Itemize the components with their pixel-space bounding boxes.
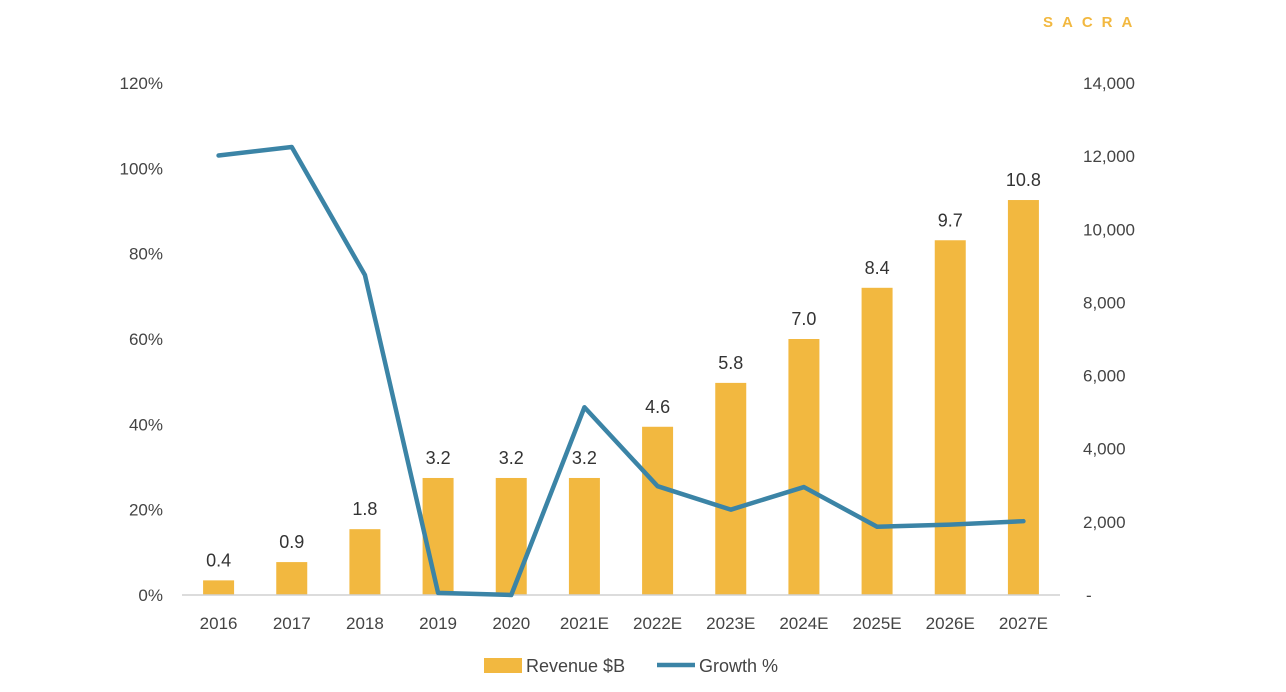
- revenue-bar: [422, 477, 454, 595]
- x-tick-label: 2024E: [779, 614, 828, 633]
- revenue-bar: [861, 287, 893, 595]
- bar-data-label: 7.0: [791, 309, 816, 329]
- x-tick-label: 2026E: [926, 614, 975, 633]
- growth-line-series: [216, 144, 1026, 598]
- right-tick-label: 4,000: [1083, 440, 1126, 459]
- bar-data-label: 3.2: [499, 448, 524, 468]
- revenue-bars: [203, 200, 1039, 595]
- revenue-bar: [203, 580, 235, 595]
- x-tick-label: 2016: [200, 614, 238, 633]
- left-tick-label: 0%: [138, 586, 163, 605]
- legend-swatch-revenue: [484, 658, 522, 673]
- x-tick-label: 2027E: [999, 614, 1048, 633]
- right-tick-label: -: [1086, 586, 1092, 605]
- revenue-bar: [276, 562, 308, 595]
- x-axis: 2016 2017 2018 2019 2020 2021E 2022E 2023E 2024E…: [200, 614, 1048, 633]
- revenue-bar: [568, 477, 600, 595]
- left-tick-label: 40%: [129, 415, 163, 434]
- bar-data-label: 9.7: [938, 210, 963, 230]
- left-axis: 0% 20% 40% 60% 80% 100% 120%: [120, 74, 163, 605]
- revenue-bar: [349, 529, 381, 595]
- x-tick-label: 2019: [419, 614, 457, 633]
- x-tick-label: 2017: [273, 614, 311, 633]
- x-tick-label: 2022E: [633, 614, 682, 633]
- revenue-bar: [642, 426, 674, 595]
- left-tick-label: 80%: [129, 245, 163, 264]
- revenue-bar: [715, 382, 747, 595]
- revenue-bar: [1007, 200, 1039, 595]
- bar-data-label: 0.9: [279, 532, 304, 552]
- bar-data-label: 3.2: [572, 448, 597, 468]
- brand-logo: SACRA: [1043, 14, 1142, 31]
- legend-label-growth: Growth %: [699, 656, 778, 676]
- left-tick-label: 60%: [129, 330, 163, 349]
- right-tick-label: 6,000: [1083, 367, 1126, 386]
- revenue-bar: [788, 339, 820, 595]
- right-tick-label: 12,000: [1083, 147, 1135, 166]
- right-tick-label: 8,000: [1083, 293, 1126, 312]
- growth-line: [216, 144, 1026, 598]
- bar-data-label: 0.4: [206, 550, 231, 570]
- bar-data-label: 4.6: [645, 397, 670, 417]
- x-tick-label: 2018: [346, 614, 384, 633]
- bar-data-label: 3.2: [426, 448, 451, 468]
- bar-data-labels: 0.4 0.9 1.8 3.2 3.2 3.2 4.6 5.8 7.0 8.4 9.7 10.8: [206, 170, 1041, 570]
- x-tick-label: 2021E: [560, 614, 609, 633]
- legend: Revenue $B Growth %: [484, 656, 778, 676]
- bar-data-label: 8.4: [865, 258, 890, 278]
- right-tick-label: 14,000: [1083, 74, 1135, 93]
- left-tick-label: 100%: [120, 159, 163, 178]
- bar-data-label: 10.8: [1006, 170, 1041, 190]
- right-axis: - 2,000 4,000 6,000 8,000 10,000 12,000 14,000: [1083, 74, 1135, 605]
- revenue-bar: [495, 477, 527, 595]
- x-tick-label: 2025E: [852, 614, 901, 633]
- legend-label-revenue: Revenue $B: [526, 656, 625, 676]
- right-tick-label: 10,000: [1083, 220, 1135, 239]
- revenue-bar: [934, 240, 966, 595]
- x-tick-label: 2020: [492, 614, 530, 633]
- left-tick-label: 120%: [120, 74, 163, 93]
- right-tick-label: 2,000: [1083, 513, 1126, 532]
- bar-data-label: 5.8: [718, 353, 743, 373]
- left-tick-label: 20%: [129, 501, 163, 520]
- x-tick-label: 2023E: [706, 614, 755, 633]
- bar-data-label: 1.8: [352, 499, 377, 519]
